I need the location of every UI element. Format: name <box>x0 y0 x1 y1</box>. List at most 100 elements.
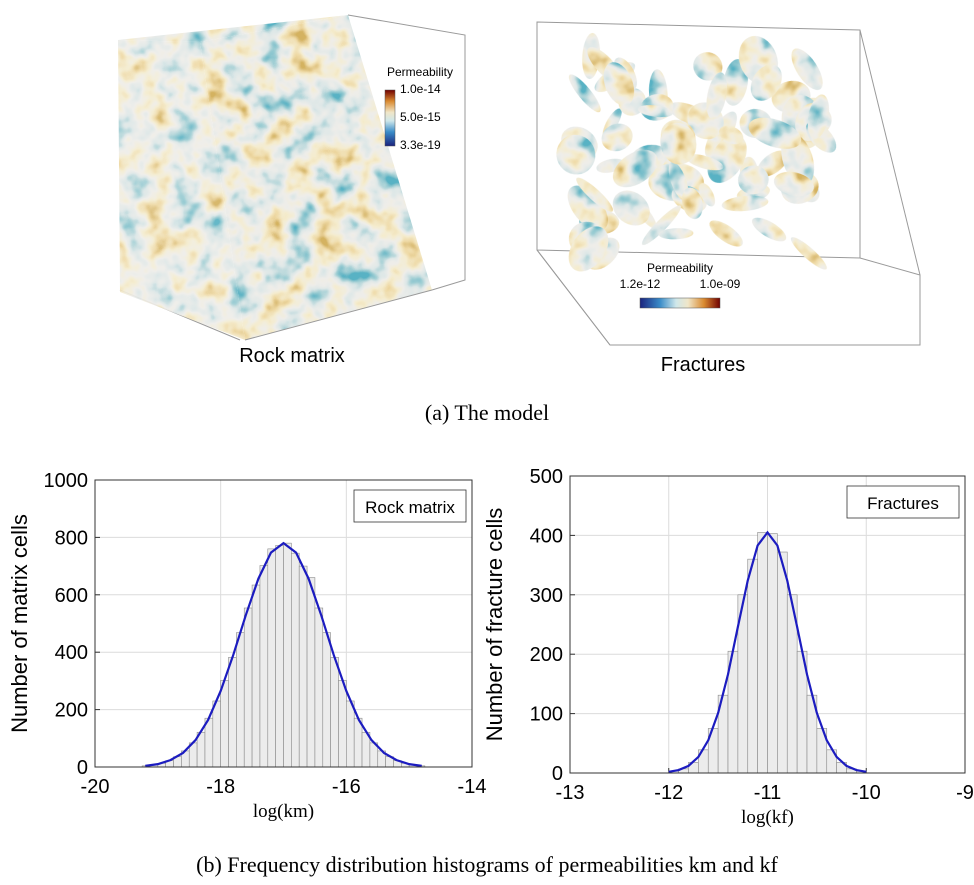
bar <box>338 680 347 768</box>
colorbar-label: 1.2e-12 <box>620 277 661 291</box>
matrix-cube <box>118 14 466 341</box>
panel-label: Fractures <box>661 354 745 376</box>
fracture-disc <box>658 228 694 240</box>
fracture-disc <box>748 117 802 149</box>
x-tick-label: -20 <box>81 776 110 798</box>
fracture-cube <box>536 21 921 346</box>
bar <box>747 558 758 774</box>
caption: (b) Frequency distribution histograms of… <box>196 852 778 877</box>
x-tick-label: -10 <box>852 782 881 804</box>
fracture-disc <box>791 48 823 91</box>
bar <box>236 632 245 768</box>
colorbar-label: 3.3e-19 <box>400 138 441 152</box>
bar <box>767 533 778 774</box>
fracture-disc <box>790 237 827 270</box>
y-tick-label: 500 <box>530 466 563 488</box>
bar <box>291 552 300 768</box>
fracture-disc <box>685 154 724 171</box>
fracture-disc <box>556 134 596 175</box>
fracture-disc <box>601 123 633 152</box>
fracture-disc <box>567 185 608 231</box>
caption: (a) The model <box>425 400 549 425</box>
x-axis-label: log(kf) <box>741 807 794 828</box>
fracture-disc <box>709 220 743 247</box>
y-tick-label: 0 <box>552 763 563 785</box>
fracture-disc <box>807 94 830 139</box>
bar <box>228 657 237 768</box>
axes-box <box>569 475 966 774</box>
axes-box <box>94 479 473 768</box>
bar <box>212 700 221 768</box>
bar <box>204 717 214 768</box>
fracture-disc <box>568 74 601 113</box>
bar <box>275 545 284 768</box>
colorbar-label: 5.0e-15 <box>400 110 441 124</box>
x-tick-label: -13 <box>556 782 585 804</box>
fracture-disc <box>750 64 782 101</box>
x-tick-label: -12 <box>654 782 683 804</box>
x-tick-label: -14 <box>458 776 487 798</box>
fracture-disc <box>699 183 716 207</box>
bar <box>777 551 788 774</box>
bar <box>251 584 261 768</box>
x-tick-label: -18 <box>206 776 235 798</box>
bar <box>298 565 308 768</box>
fracture-disc <box>681 187 703 219</box>
y-tick-label: 800 <box>55 527 88 549</box>
fracture-disc <box>576 177 614 212</box>
x-tick-label: -16 <box>332 776 361 798</box>
y-axis-label: Number of fracture cells <box>482 508 507 742</box>
fracture-disc <box>637 105 674 118</box>
y-tick-label: 100 <box>530 704 563 726</box>
bar <box>220 680 229 768</box>
bar <box>306 577 316 768</box>
fracture-disc <box>707 135 747 183</box>
bar <box>353 717 363 768</box>
fracture-disc <box>612 190 650 226</box>
fracture-disc <box>603 62 635 106</box>
bar <box>267 548 276 768</box>
fracture-disc <box>668 161 689 201</box>
y-tick-label: 400 <box>55 642 88 664</box>
y-tick-label: 200 <box>530 644 563 666</box>
x-tick-label: -9 <box>956 782 974 804</box>
colorbar <box>384 89 396 147</box>
fracture-disc <box>660 122 697 165</box>
fracture-disc <box>751 217 787 242</box>
fracture-disc <box>719 125 744 145</box>
annotation-box <box>353 489 467 523</box>
y-tick-label: 200 <box>55 700 88 722</box>
y-tick-label: 600 <box>55 585 88 607</box>
annotation-box <box>846 485 960 519</box>
fracture-disc <box>693 52 723 81</box>
fracture-disc <box>757 150 789 177</box>
colorbar <box>639 297 721 309</box>
fracture-disc <box>568 226 609 272</box>
fracture-disc <box>773 171 814 197</box>
fit-curve <box>668 530 867 773</box>
bar <box>314 607 324 768</box>
colorbar-label: 1.0e-09 <box>700 277 741 291</box>
panel-label: Rock matrix <box>239 345 345 367</box>
fracture-disc <box>721 195 769 212</box>
x-axis-label: log(km) <box>253 801 314 822</box>
fit-curve <box>145 541 422 767</box>
fracture-disc <box>738 165 769 195</box>
bar <box>243 607 253 768</box>
y-tick-label: 300 <box>530 585 563 607</box>
bar <box>346 700 355 768</box>
fracture-disc <box>706 72 728 120</box>
annotation: Fractures <box>867 494 939 513</box>
bar <box>259 565 269 768</box>
fracture-disc <box>641 205 681 246</box>
bar <box>283 542 292 768</box>
y-tick-label: 400 <box>530 525 563 547</box>
colorbar-title: Permeability <box>647 261 713 275</box>
y-tick-label: 0 <box>77 757 88 779</box>
y-tick-label: 1000 <box>44 470 89 492</box>
colorbar-title: Permeability <box>387 65 453 79</box>
fracture-disc <box>612 149 658 188</box>
colorbar-label: 1.0e-14 <box>400 82 441 96</box>
x-tick-label: -11 <box>754 782 781 804</box>
